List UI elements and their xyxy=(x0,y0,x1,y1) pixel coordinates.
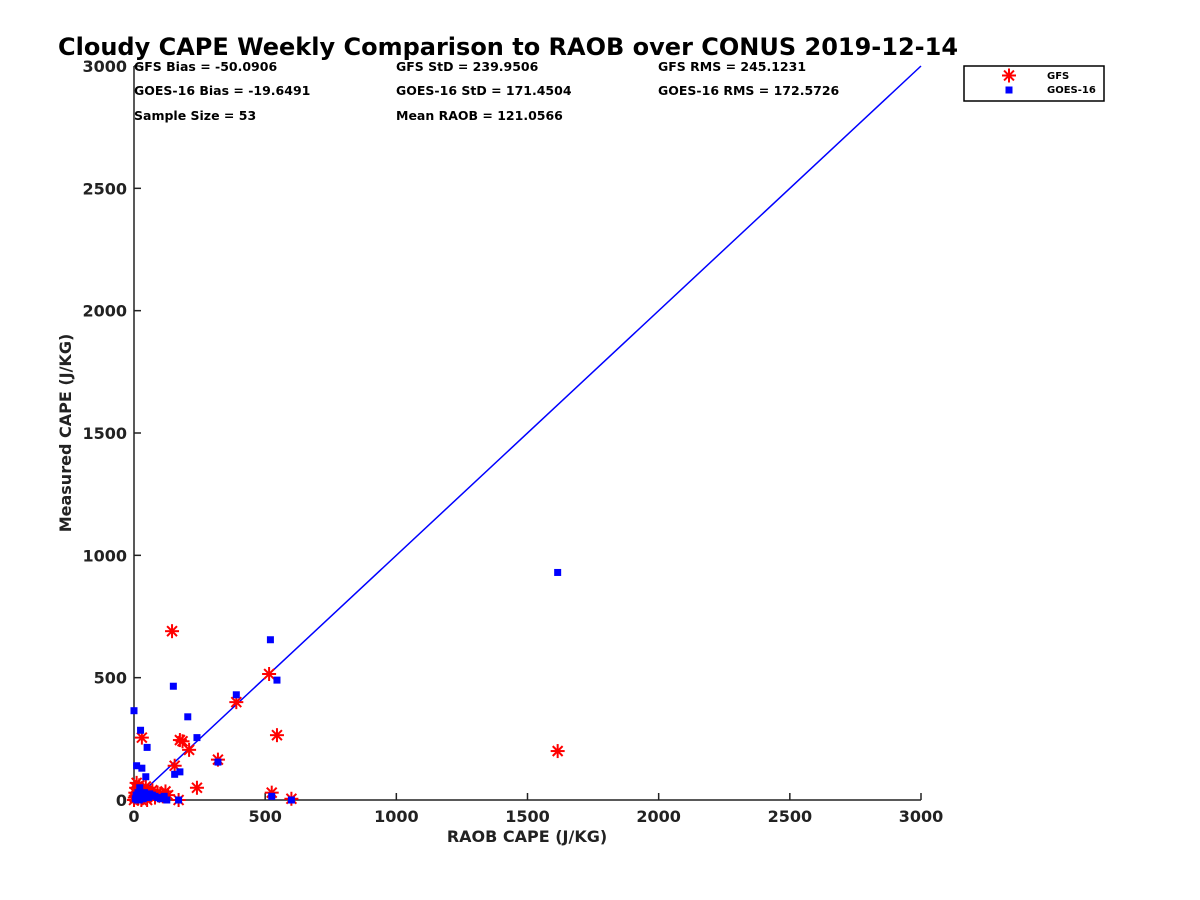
stat-text: GFS RMS = 245.1231 xyxy=(658,59,806,74)
goes16-point xyxy=(135,796,143,804)
goes16-point xyxy=(214,758,222,766)
chart-title: Cloudy CAPE Weekly Comparison to RAOB ov… xyxy=(58,33,958,61)
gfs-point xyxy=(165,624,180,639)
y-tick-label: 500 xyxy=(94,669,127,688)
y-tick-label: 2500 xyxy=(82,179,127,198)
stat-text: Sample Size = 53 xyxy=(134,108,256,123)
stat-text: GFS Bias = -50.0906 xyxy=(134,59,277,74)
y-ticks: 0 500 1000 1500 2000 2500 3000 xyxy=(82,57,141,810)
goes16-point xyxy=(193,734,201,742)
y-tick-label: 1500 xyxy=(82,424,127,443)
gfs-series xyxy=(127,624,565,807)
goes16-point xyxy=(273,676,281,684)
goes16-point xyxy=(136,784,144,792)
gfs-point xyxy=(175,734,190,749)
x-tick-label: 2000 xyxy=(636,807,681,826)
goes16-point xyxy=(143,743,151,751)
x-tick-label: 500 xyxy=(248,807,281,826)
goes16-series xyxy=(130,568,562,804)
gfs-point xyxy=(182,742,197,757)
goes16-point xyxy=(139,795,147,803)
stat-text: GOES-16 StD = 171.4504 xyxy=(396,83,572,98)
goes16-point xyxy=(134,789,142,797)
gfs-point xyxy=(269,728,284,743)
goes16-point xyxy=(156,795,164,803)
goes16-point xyxy=(142,773,150,781)
y-axis-label: Measured CAPE (J/KG) xyxy=(56,334,75,533)
legend-goes16-label: GOES-16 xyxy=(1047,85,1096,96)
gfs-point xyxy=(550,744,565,759)
goes16-point xyxy=(287,796,295,804)
goes16-point xyxy=(137,726,145,734)
goes16-point xyxy=(160,792,168,800)
goes16-point xyxy=(138,764,146,772)
y-tick-label: 0 xyxy=(116,791,127,810)
goes16-point xyxy=(232,691,240,699)
goes16-point xyxy=(554,568,562,576)
y-tick-label: 3000 xyxy=(82,57,127,76)
stat-text: GFS StD = 239.9506 xyxy=(396,59,539,74)
x-ticks: 0 500 1000 1500 2000 2500 3000 xyxy=(128,793,943,826)
goes16-point xyxy=(140,789,148,797)
stat-text: GOES-16 RMS = 172.5726 xyxy=(658,83,840,98)
gfs-point xyxy=(229,695,244,710)
gfs-point xyxy=(262,666,277,681)
legend-gfs-label: GFS xyxy=(1047,71,1069,82)
y-tick-label: 1000 xyxy=(82,546,127,565)
one-to-one-line xyxy=(133,65,922,801)
goes16-point xyxy=(268,792,276,800)
x-tick-label: 0 xyxy=(128,807,139,826)
legend-goes16-marker xyxy=(1005,86,1013,94)
x-tick-label: 3000 xyxy=(899,807,944,826)
goes16-point xyxy=(133,762,141,770)
goes16-point xyxy=(266,636,274,644)
gfs-point xyxy=(189,780,204,795)
x-tick-label: 1500 xyxy=(505,807,550,826)
goes16-point xyxy=(171,770,179,778)
goes16-point xyxy=(175,796,183,804)
x-tick-label: 1000 xyxy=(374,807,419,826)
goes16-point xyxy=(144,794,152,802)
legend-gfs-asterisk xyxy=(1002,68,1016,83)
goes16-point xyxy=(184,713,192,721)
x-axis-label: RAOB CAPE (J/KG) xyxy=(447,827,607,846)
stats-block: GFS Bias = -50.0906 GFS StD = 239.9506 GFS… xyxy=(134,59,840,123)
legend: GFS GOES-16 xyxy=(963,65,1105,102)
stat-text: Mean RAOB = 121.0566 xyxy=(396,108,563,123)
goes16-point xyxy=(130,707,138,715)
y-tick-label: 2000 xyxy=(82,302,127,321)
stat-text: GOES-16 Bias = -19.6491 xyxy=(134,83,310,98)
legend-box xyxy=(963,65,1105,102)
goes16-point xyxy=(176,768,184,776)
legend-gfs-marker xyxy=(1002,68,1016,83)
x-tick-label: 2500 xyxy=(768,807,813,826)
goes16-point xyxy=(163,796,171,804)
goes16-point xyxy=(169,682,177,690)
